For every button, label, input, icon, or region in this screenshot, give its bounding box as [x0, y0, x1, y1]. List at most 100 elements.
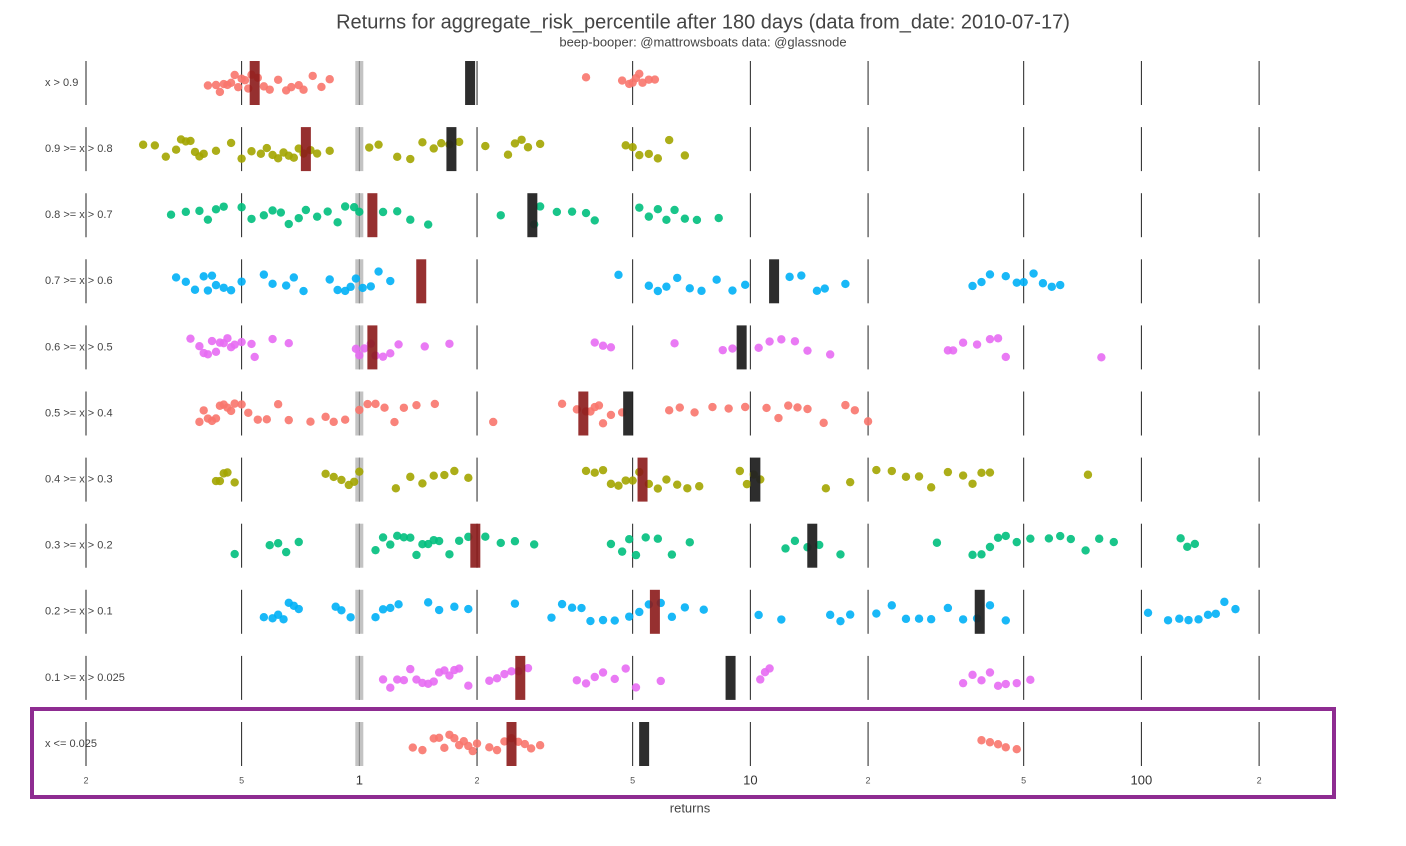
point	[429, 471, 438, 480]
point	[1163, 616, 1173, 625]
point	[972, 340, 982, 349]
median-bar	[249, 61, 260, 105]
point	[557, 599, 567, 609]
point	[914, 614, 924, 623]
point	[346, 613, 355, 622]
point	[797, 271, 806, 280]
median-bar	[637, 457, 648, 502]
point	[215, 476, 225, 486]
point	[378, 605, 388, 614]
point	[496, 211, 505, 220]
point	[662, 475, 671, 484]
point	[365, 143, 374, 152]
point	[203, 81, 213, 90]
point	[386, 540, 395, 549]
category-label: 0.7 >= x > 0.6	[45, 275, 113, 287]
point	[993, 533, 1003, 542]
point	[675, 403, 684, 412]
point	[672, 273, 682, 283]
category-label: 0.6 >= x > 0.5	[45, 341, 113, 353]
point	[662, 215, 671, 224]
point	[378, 675, 388, 684]
point	[535, 139, 545, 149]
point	[943, 603, 953, 613]
point	[785, 272, 794, 282]
point	[685, 284, 694, 293]
point	[219, 202, 228, 211]
point	[166, 210, 176, 219]
point	[690, 408, 699, 417]
point	[644, 75, 654, 84]
point	[993, 334, 1003, 343]
point	[1094, 534, 1104, 543]
point	[408, 743, 417, 752]
point	[430, 399, 440, 409]
point	[510, 537, 520, 546]
point	[262, 143, 272, 153]
point	[171, 273, 181, 282]
point	[1001, 679, 1010, 689]
mean-bar	[769, 259, 780, 304]
point	[617, 76, 627, 85]
point	[434, 536, 444, 546]
point	[656, 676, 665, 686]
point	[985, 738, 995, 747]
point	[346, 282, 355, 292]
point	[329, 417, 338, 427]
point	[977, 736, 986, 745]
point	[337, 606, 346, 615]
point	[635, 607, 644, 617]
point	[1056, 531, 1065, 541]
point	[765, 337, 774, 346]
point	[825, 610, 835, 620]
reference-bar	[355, 457, 364, 502]
point	[237, 337, 246, 347]
point	[195, 206, 204, 216]
point	[1097, 353, 1106, 362]
point	[406, 472, 415, 482]
point	[226, 78, 236, 88]
reference-bar	[355, 722, 364, 766]
point	[340, 415, 350, 424]
point	[520, 739, 530, 749]
point	[244, 408, 253, 417]
point	[621, 141, 630, 150]
point	[289, 273, 299, 282]
point	[233, 82, 243, 92]
point	[825, 350, 835, 359]
point	[240, 76, 250, 85]
point	[211, 347, 221, 357]
point	[434, 733, 444, 743]
point	[325, 75, 334, 84]
point	[610, 674, 619, 684]
point	[325, 275, 334, 284]
point	[667, 612, 677, 622]
point	[230, 70, 239, 80]
point	[203, 350, 213, 359]
point	[454, 536, 464, 545]
point	[680, 603, 690, 612]
point	[349, 477, 359, 486]
point	[412, 550, 421, 560]
point	[718, 345, 727, 355]
point	[819, 418, 828, 428]
point	[450, 602, 459, 611]
point	[294, 604, 303, 614]
point	[1044, 534, 1054, 543]
point	[423, 598, 433, 607]
point	[535, 202, 545, 211]
point	[472, 739, 482, 748]
point	[256, 149, 266, 158]
point	[821, 484, 831, 493]
point	[985, 270, 995, 279]
point	[523, 143, 533, 152]
x-tick-label: 10	[743, 772, 757, 787]
median-bar	[515, 655, 526, 700]
point	[237, 400, 246, 409]
point	[440, 666, 449, 675]
point	[445, 550, 454, 559]
point	[294, 213, 303, 223]
point	[845, 477, 855, 487]
point	[265, 540, 274, 550]
point	[329, 472, 338, 482]
